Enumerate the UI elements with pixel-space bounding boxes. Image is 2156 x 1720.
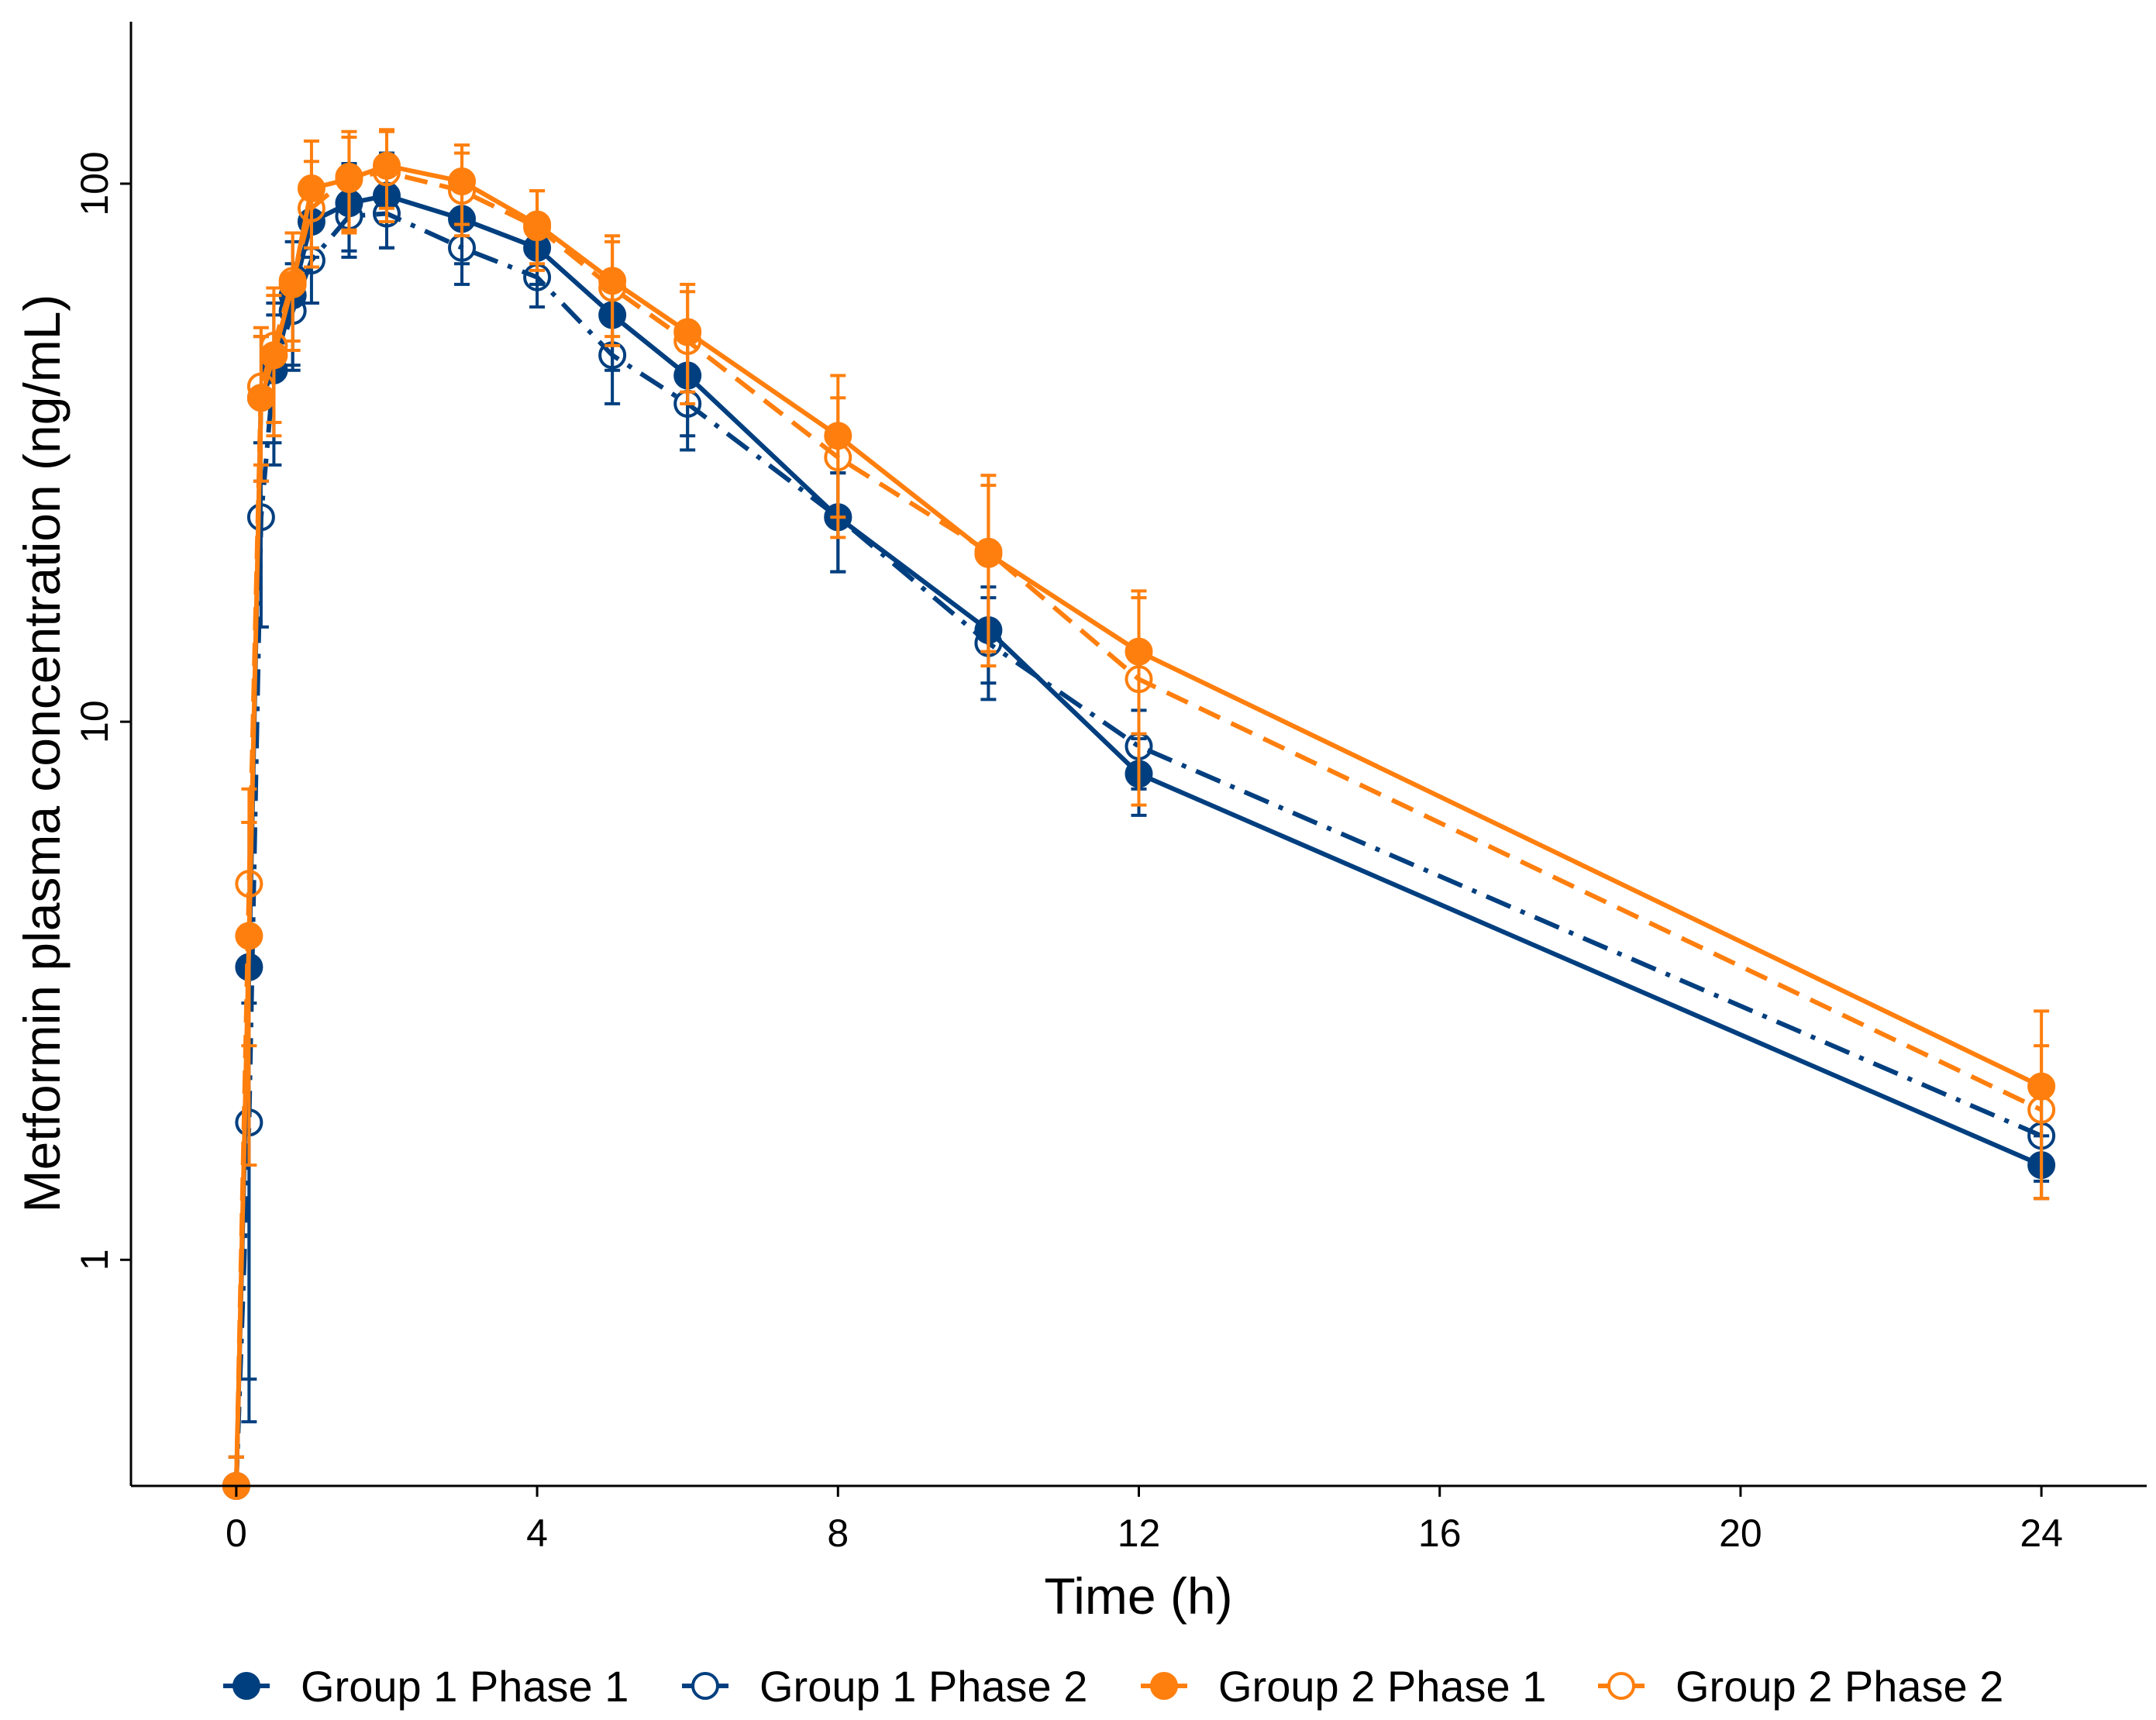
- data-point: [2027, 1095, 2056, 1124]
- x-tick-label: 16: [1418, 1511, 1462, 1555]
- legend-key-marker: [1607, 1672, 1635, 1700]
- data-point: [673, 326, 702, 355]
- series-layer: [222, 128, 2056, 1500]
- x-tick-label: 24: [2020, 1511, 2063, 1555]
- legend-key-group-1-phase-1: [223, 1672, 270, 1700]
- y-axis-title: Metformin plasma concentration (ng/mL): [13, 295, 71, 1213]
- series-group-2-phase-2: [222, 129, 2056, 1500]
- plot-area: 0 4 8 12 16 20 24 1 10 100: [73, 22, 2147, 1555]
- legend-item-1: Group 1 Phase 1: [223, 1662, 629, 1711]
- series-line: [233, 170, 2043, 1487]
- legend-item-3: Group 2 Phase 1: [1141, 1662, 1546, 1711]
- legend-label-group-1-phase-1: Group 1 Phase 1: [301, 1662, 629, 1711]
- data-point: [1124, 665, 1153, 694]
- legend-label-group-2-phase-1: Group 2 Phase 1: [1218, 1662, 1546, 1711]
- x-tick-label: 4: [526, 1511, 548, 1555]
- x-ticks: 0 4 8 12 16 20 24: [226, 1486, 2063, 1555]
- x-tick-label: 20: [1719, 1511, 1762, 1555]
- legend-label-group-2-phase-2: Group 2 Phase 2: [1676, 1662, 2003, 1711]
- legend-key-group-2-phase-1: [1141, 1672, 1187, 1700]
- data-point: [335, 163, 363, 191]
- y-ticks: 1 10 100: [73, 151, 131, 1270]
- x-tick-label: 12: [1118, 1511, 1161, 1555]
- legend-label-group-1-phase-2: Group 1 Phase 2: [759, 1662, 1087, 1711]
- data-point: [372, 158, 401, 187]
- legend-item-2: Group 1 Phase 2: [682, 1662, 1087, 1711]
- y-tick-label: 1: [73, 1249, 116, 1270]
- x-axis-title: Time (h): [1044, 1567, 1232, 1625]
- legend-key-marker: [1150, 1672, 1178, 1700]
- data-point: [278, 267, 307, 295]
- y-tick-label: 100: [73, 151, 116, 215]
- data-point: [598, 274, 627, 302]
- data-point: [297, 194, 325, 222]
- legend-key-marker: [232, 1672, 260, 1700]
- data-point: [824, 443, 852, 472]
- legend-key-group-2-phase-2: [1598, 1672, 1645, 1700]
- x-tick-label: 8: [827, 1511, 849, 1555]
- x-tick-label: 0: [226, 1511, 247, 1555]
- legend-item-4: Group 2 Phase 2: [1598, 1662, 2003, 1711]
- data-point: [523, 213, 552, 242]
- y-tick-label: 10: [73, 700, 116, 743]
- data-point: [246, 503, 275, 532]
- data-point: [235, 870, 263, 898]
- legend: Group 1 Phase 1 Group 1 Phase 2 Group 2 …: [223, 1662, 2003, 1711]
- legend-key-marker: [691, 1672, 719, 1700]
- legend-key-group-1-phase-2: [682, 1672, 728, 1700]
- data-point: [260, 331, 288, 360]
- data-point: [974, 537, 1003, 566]
- data-point: [448, 177, 477, 205]
